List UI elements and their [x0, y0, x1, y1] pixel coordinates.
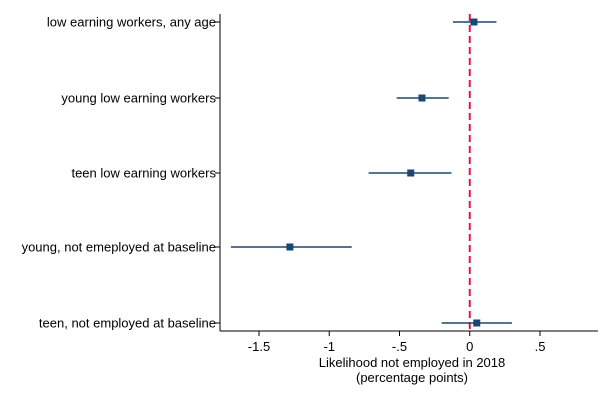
category-label: young, not emeployed at baseline: [22, 240, 216, 255]
x-tick-label: -1: [323, 339, 335, 354]
x-tick-label: .5: [535, 339, 546, 354]
point-estimate-marker: [473, 319, 481, 327]
category-label: teen low earning workers: [71, 166, 216, 181]
point-estimate-marker: [418, 94, 426, 102]
x-axis-title-line1: Likelihood not employed in 2018: [319, 355, 505, 370]
x-tick-label: 0: [466, 339, 473, 354]
category-label: young low earning workers: [61, 91, 216, 106]
category-label: low earning workers, any age: [47, 15, 216, 30]
x-axis-title-line2: (percentage points): [356, 370, 468, 385]
point-estimate-marker: [470, 18, 478, 26]
x-tick-label: -.5: [392, 339, 407, 354]
point-estimate-marker: [286, 243, 294, 251]
category-label: teen, not employed at baseline: [39, 316, 216, 331]
x-tick-label: -1.5: [248, 339, 270, 354]
point-estimate-marker: [407, 169, 415, 177]
